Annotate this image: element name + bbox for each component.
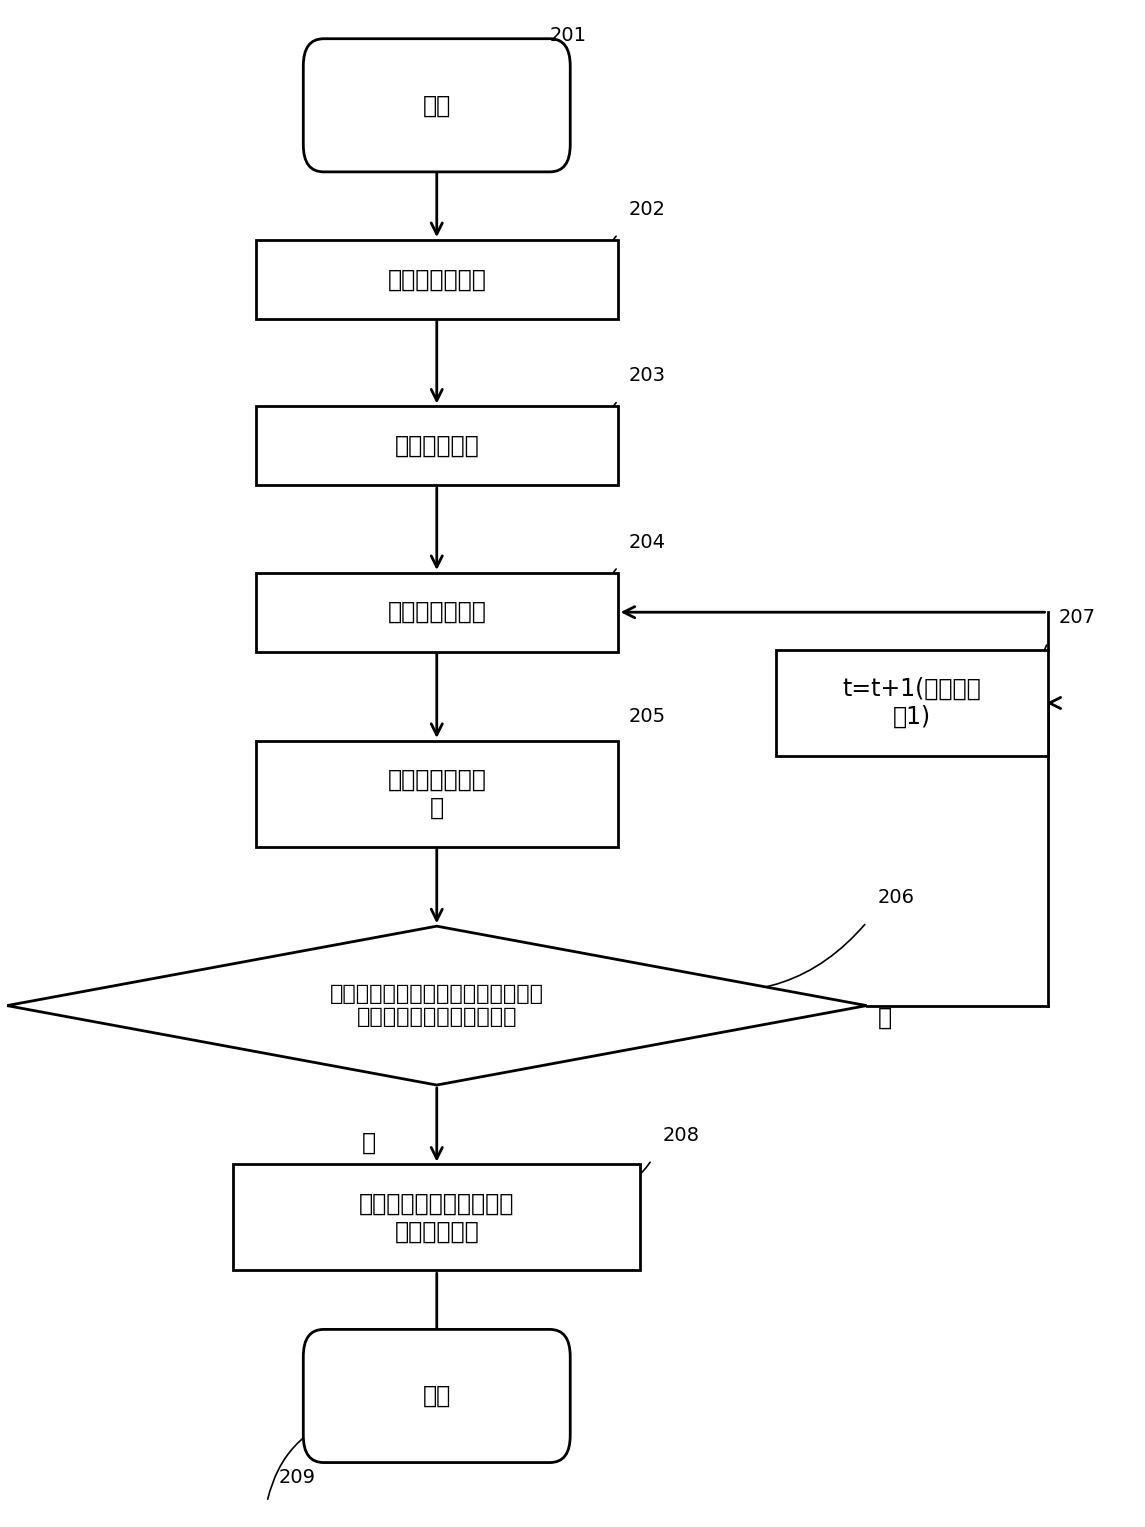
Text: 用户接入与缓存部署不断迭代，判断
迭代是否达到最大迭代次数: 用户接入与缓存部署不断迭代，判断 迭代是否达到最大迭代次数 <box>330 983 544 1028</box>
Text: 202: 202 <box>629 200 666 218</box>
FancyBboxPatch shape <box>303 38 570 173</box>
Text: 204: 204 <box>629 533 666 551</box>
Text: 否: 否 <box>878 1006 892 1029</box>
Text: t=t+1(迭代次数
加1): t=t+1(迭代次数 加1) <box>843 676 981 728</box>
Text: 209: 209 <box>278 1467 315 1487</box>
FancyBboxPatch shape <box>303 1330 570 1463</box>
Text: 部署随机缓存: 部署随机缓存 <box>394 434 479 458</box>
Text: 201: 201 <box>550 26 587 44</box>
Text: 206: 206 <box>878 889 915 907</box>
Bar <box>255 573 618 652</box>
Text: 用户端接入匹配: 用户端接入匹配 <box>387 600 487 625</box>
Bar <box>255 406 618 486</box>
Bar <box>255 240 618 319</box>
Bar <box>776 651 1048 756</box>
Text: 是: 是 <box>362 1130 376 1154</box>
Text: 203: 203 <box>629 366 666 385</box>
Text: 开始: 开始 <box>423 93 451 118</box>
Bar <box>255 741 618 846</box>
Text: 进行缓存部署匹
配: 进行缓存部署匹 配 <box>387 768 487 820</box>
Text: 207: 207 <box>1059 608 1096 628</box>
Text: 用户端随机接入: 用户端随机接入 <box>387 267 487 292</box>
Text: 结束: 结束 <box>423 1383 451 1408</box>
Text: 205: 205 <box>629 707 666 725</box>
Polygon shape <box>7 927 867 1086</box>
Text: 结束迭代并进行回程链路
带宽分配求解: 结束迭代并进行回程链路 带宽分配求解 <box>360 1191 514 1243</box>
Text: 208: 208 <box>663 1125 700 1145</box>
Bar <box>234 1165 640 1270</box>
